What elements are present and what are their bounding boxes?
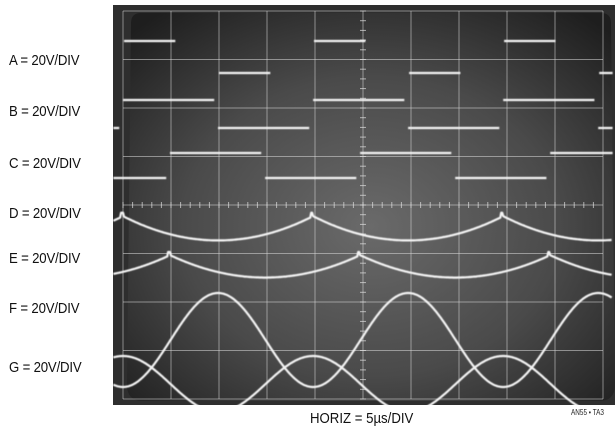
graticule: [122, 10, 604, 400]
oscilloscope-screen: [113, 5, 615, 405]
figure-id: AN55 • TA3: [571, 408, 604, 417]
trace-c: [113, 151, 613, 180]
trace-e: [113, 250, 612, 279]
channel-label-d: D = 20V/DIV: [9, 205, 81, 222]
channel-label-a: A = 20V/DIV: [9, 52, 80, 69]
horizontal-scale-label: HORIZ = 5µs/DIV: [310, 410, 414, 427]
trace-a: [124, 39, 613, 75]
channel-label-g: G = 20V/DIV: [9, 359, 82, 376]
trace-d: [113, 211, 612, 242]
crt-face: [127, 13, 615, 401]
trace-b: [113, 98, 613, 130]
channel-label-c: C = 20V/DIV: [9, 155, 81, 172]
channel-label-f: F = 20V/DIV: [9, 300, 80, 317]
channel-label-e: E = 20V/DIV: [9, 250, 81, 267]
trace-f: [113, 291, 613, 389]
trace-g: [113, 354, 579, 405]
channel-label-b: B = 20V/DIV: [9, 103, 81, 120]
waveform-traces: [113, 39, 613, 405]
